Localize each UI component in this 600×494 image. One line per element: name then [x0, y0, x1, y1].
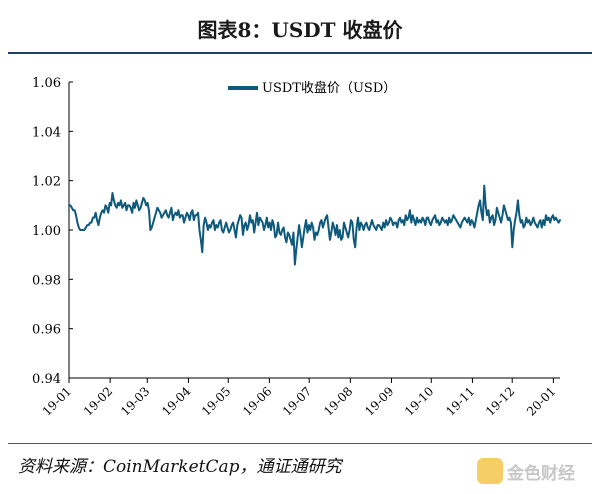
x-tick-label: 19-08	[321, 384, 355, 418]
title-rule	[8, 52, 592, 54]
series-line-usdt	[68, 184, 561, 266]
y-tick-label: 0.98	[32, 273, 61, 288]
watermark-logo-icon	[477, 458, 503, 484]
x-tick-label: 19-11	[443, 384, 477, 418]
x-tick-label: 19-10	[402, 384, 436, 418]
y-tick-label: 1.02	[32, 175, 61, 190]
y-tick-label: 0.96	[32, 323, 61, 338]
x-tick-label: 19-03	[118, 384, 152, 418]
x-tick-label: 19-02	[81, 384, 115, 418]
x-tick-label: 19-09	[362, 384, 396, 418]
x-tick-label: 20-01	[524, 384, 558, 418]
y-tick-label: 1.00	[32, 224, 61, 239]
watermark-text: 金色财经	[507, 464, 575, 484]
x-axis: 19-01 19-02 19-03 19-04 19-05 19-06 19-07 19-08…	[40, 377, 560, 419]
y-tick-label: 1.04	[32, 125, 61, 140]
x-tick-label: 19-05	[199, 384, 233, 418]
y-axis: 1.06 1.04 1.02 1.00 0.98 0.96 0.94	[32, 76, 73, 387]
series-layer	[68, 184, 561, 266]
figure-title: 图表8：USDT 收盘价	[197, 18, 403, 42]
x-tick-label: 19-04	[159, 384, 194, 419]
source-rule	[8, 443, 592, 444]
y-tick-label: 1.06	[32, 76, 61, 91]
x-tick-label: 19-07	[280, 384, 314, 418]
x-tick-label: 19-12	[483, 384, 517, 418]
source-note: 资料来源：CoinMarketCap，通证通研究	[18, 457, 342, 477]
y-tick-label: 0.94	[32, 372, 61, 387]
line-chart: 1.061.041.021.000.980.960.94 19-01 19-02 1…	[32, 76, 561, 419]
x-tick-label: 19-01	[40, 384, 74, 418]
x-tick-label: 19-06	[240, 384, 274, 418]
legend-label: USDT收盘价（USD）	[262, 80, 396, 96]
legend: USDT收盘价（USD）	[228, 80, 396, 96]
